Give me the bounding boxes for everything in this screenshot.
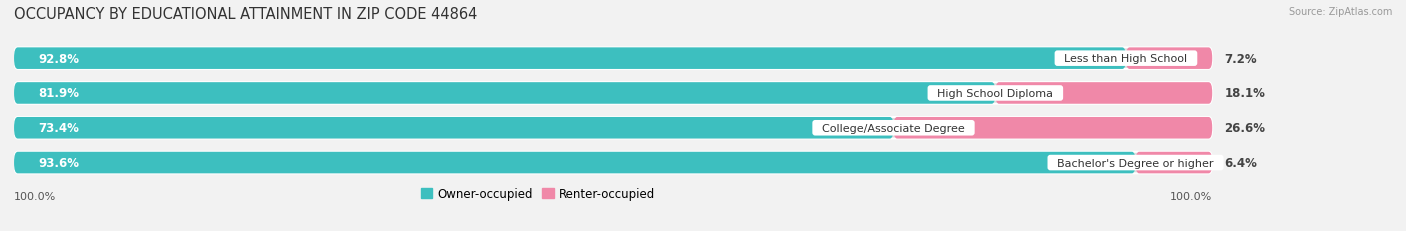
FancyBboxPatch shape	[1136, 152, 1212, 174]
Text: 100.0%: 100.0%	[14, 191, 56, 201]
Text: 93.6%: 93.6%	[38, 156, 79, 169]
FancyBboxPatch shape	[14, 83, 995, 104]
Text: 26.6%: 26.6%	[1225, 122, 1265, 135]
FancyBboxPatch shape	[893, 118, 1212, 139]
Text: 7.2%: 7.2%	[1225, 52, 1257, 65]
FancyBboxPatch shape	[14, 152, 1136, 174]
FancyBboxPatch shape	[14, 118, 1212, 139]
Text: 73.4%: 73.4%	[38, 122, 79, 135]
Text: 81.9%: 81.9%	[38, 87, 79, 100]
Text: Bachelor's Degree or higher: Bachelor's Degree or higher	[1050, 158, 1220, 168]
Text: College/Associate Degree: College/Associate Degree	[815, 123, 972, 133]
FancyBboxPatch shape	[14, 48, 1212, 70]
FancyBboxPatch shape	[14, 118, 893, 139]
Legend: Owner-occupied, Renter-occupied: Owner-occupied, Renter-occupied	[416, 182, 659, 205]
Text: High School Diploma: High School Diploma	[931, 88, 1060, 99]
FancyBboxPatch shape	[14, 83, 1212, 104]
FancyBboxPatch shape	[1126, 48, 1212, 70]
Text: 92.8%: 92.8%	[38, 52, 79, 65]
FancyBboxPatch shape	[14, 48, 1126, 70]
Text: Less than High School: Less than High School	[1057, 54, 1195, 64]
Text: 6.4%: 6.4%	[1225, 156, 1257, 169]
Text: 18.1%: 18.1%	[1225, 87, 1265, 100]
Text: 100.0%: 100.0%	[1170, 191, 1212, 201]
Text: Source: ZipAtlas.com: Source: ZipAtlas.com	[1288, 7, 1392, 17]
Text: OCCUPANCY BY EDUCATIONAL ATTAINMENT IN ZIP CODE 44864: OCCUPANCY BY EDUCATIONAL ATTAINMENT IN Z…	[14, 7, 478, 22]
FancyBboxPatch shape	[14, 152, 1212, 174]
FancyBboxPatch shape	[995, 83, 1212, 104]
